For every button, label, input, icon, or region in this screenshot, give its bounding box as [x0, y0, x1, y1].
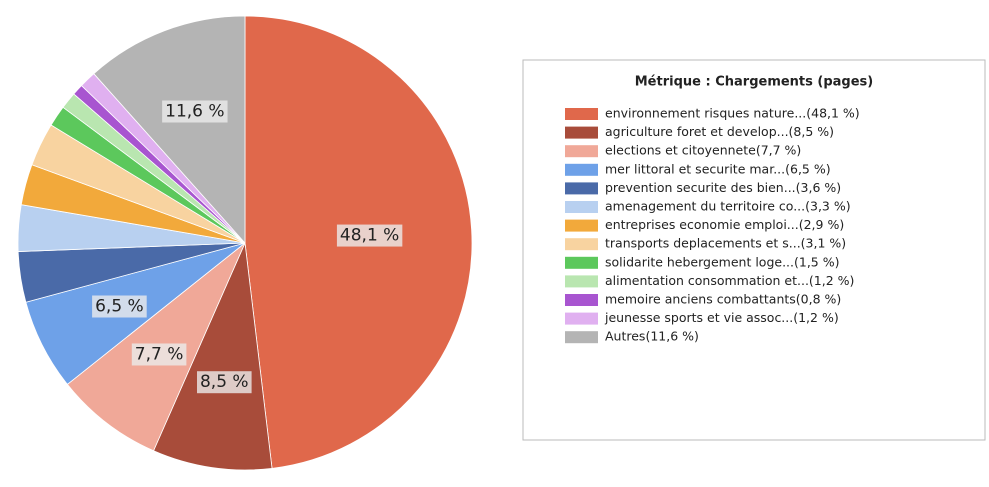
legend-swatch	[565, 331, 598, 344]
legend-label: agriculture foret et develop...(8,5 %)	[605, 124, 834, 139]
legend-swatch	[565, 108, 598, 120]
slice-label-bg	[196, 371, 252, 394]
legend-title: Métrique : Chargements (pages)	[635, 75, 873, 90]
slice-label-bg	[131, 343, 187, 366]
slice-label-bg	[162, 100, 228, 123]
pie-slice	[153, 241, 273, 471]
slice-label-group: 7,7 %	[131, 343, 187, 366]
legend-label: alimentation consommation et...(1,2 %)	[605, 273, 854, 288]
legend-swatch	[565, 238, 598, 251]
legend-label: environnement risques nature...(48,1 %)	[605, 106, 860, 121]
legend-label: Autres(11,6 %)	[605, 329, 699, 344]
legend-swatch	[565, 126, 598, 139]
slice-label-group: 48,1 %	[336, 224, 403, 247]
slice-label-group: 6,5 %	[92, 295, 147, 318]
legend-label: amenagement du territoire co...(3,3 %)	[605, 199, 851, 214]
slice-label: 6,5 %	[95, 297, 144, 317]
legend-label: elections et citoyennete(7,7 %)	[605, 143, 801, 158]
slice-label: 48,1 %	[340, 226, 399, 246]
pie-slice	[93, 15, 246, 245]
slice-label-group: 11,6 %	[162, 100, 228, 123]
legend-label: jeunesse sports et vie assoc...(1,2 %)	[604, 310, 839, 325]
legend-swatch	[565, 275, 598, 288]
legend-box	[522, 59, 986, 441]
legend-label: memoire anciens combattants(0,8 %)	[605, 292, 841, 307]
legend-label: mer littoral et securite mar...(6,5 %)	[605, 161, 831, 176]
slice-label-group: 8,5 %	[196, 371, 252, 394]
legend-swatch	[565, 219, 598, 232]
legend-swatch	[565, 312, 598, 325]
legend-swatch	[565, 145, 598, 158]
legend-swatch	[565, 294, 598, 306]
legend-swatch	[565, 256, 598, 269]
legend-label: solidarite hebergement loge...(1,5 %)	[605, 254, 839, 269]
slice-label: 8,5 %	[200, 372, 249, 392]
slice-label-bg	[336, 224, 403, 247]
legend-label: prevention securite des bien...(3,6 %)	[605, 180, 841, 195]
slice-label: 11,6 %	[165, 102, 224, 122]
legend-label: transports deplacements et s...(3,1 %)	[605, 236, 846, 251]
legend-label: entreprises economie emploi...(2,9 %)	[605, 217, 844, 232]
legend-swatch	[565, 201, 598, 213]
legend-swatch	[565, 182, 598, 195]
slice-label: 7,7 %	[135, 344, 184, 364]
slice-label-bg	[92, 295, 147, 318]
legend-swatch	[565, 163, 598, 176]
